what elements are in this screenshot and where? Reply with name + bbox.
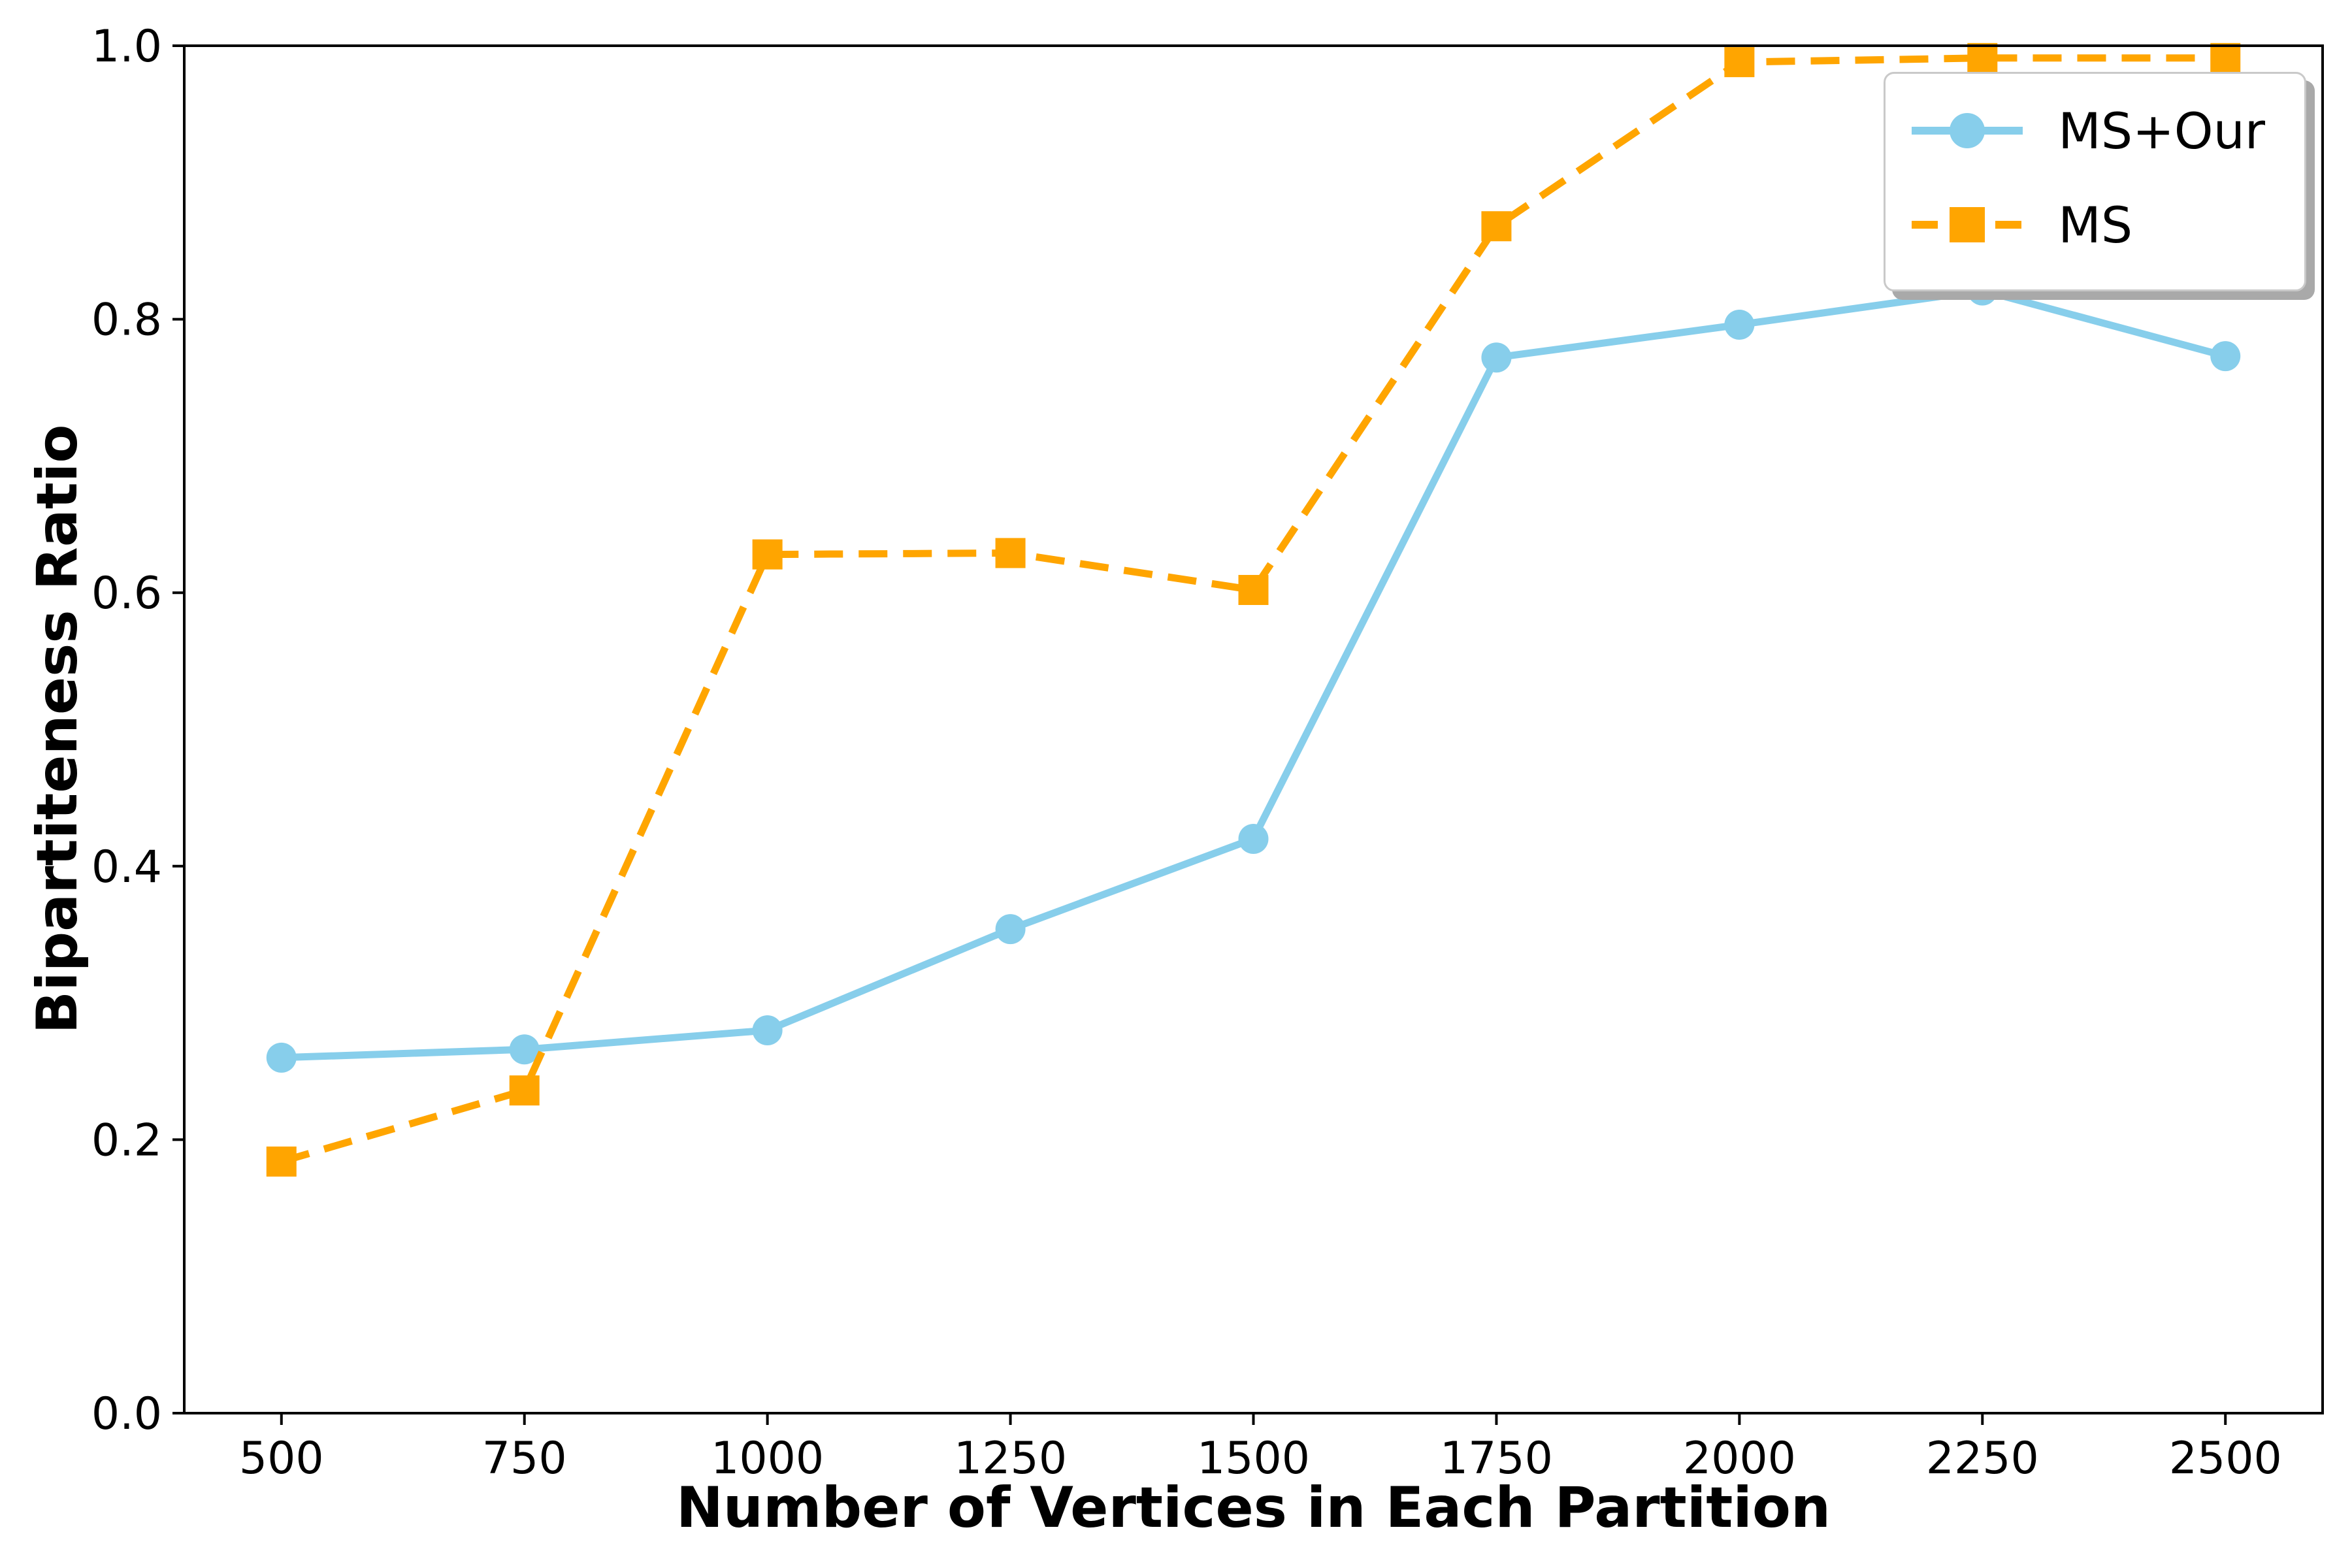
legend-entry-ms: MS [1909, 186, 2265, 263]
data-point-ms [1967, 42, 1998, 73]
y-tick-label: 0.2 [91, 1115, 162, 1166]
legend-sample-line-square-icon [1912, 207, 2023, 242]
series-ms-line [280, 54, 2226, 1166]
data-point-ms-our [995, 914, 1026, 945]
y-axis-label: Bipartiteness Ratio [25, 424, 90, 1034]
data-point-ms-our [1724, 309, 1755, 340]
data-point-ms-our [752, 1015, 783, 1045]
data-point-ms-our [509, 1034, 540, 1065]
x-axis-label: Number of Vertices in Each Partition [676, 1475, 1831, 1541]
data-point-ms [1481, 211, 1512, 242]
y-tick-label: 0.6 [91, 568, 162, 619]
data-point-ms-our [266, 1042, 297, 1073]
x-tick-label: 2000 [1683, 1433, 1796, 1484]
data-point-ms [1724, 47, 1755, 78]
data-point-ms [1238, 575, 1269, 606]
data-point-ms [752, 539, 783, 570]
x-tick-label: 750 [482, 1433, 567, 1484]
y-tick-label: 0.0 [91, 1388, 162, 1440]
x-tick-label: 1000 [711, 1433, 824, 1484]
data-point-ms [2210, 42, 2241, 73]
legend: MS+Our MS [1884, 72, 2306, 291]
x-tick-label: 1750 [1440, 1433, 1553, 1484]
data-point-ms-our [1238, 823, 1269, 854]
data-point-ms [509, 1075, 540, 1106]
x-tick-label: 1250 [954, 1433, 1067, 1484]
legend-sample-line-circle-icon [1912, 113, 2023, 148]
y-tick-label: 1.0 [91, 21, 162, 73]
data-point-ms [266, 1146, 297, 1177]
x-tick-label: 2500 [2169, 1433, 2282, 1484]
x-tick-label: 1500 [1197, 1433, 1310, 1484]
data-point-ms-our [1481, 342, 1512, 373]
legend-label-ms-our: MS+Our [2058, 101, 2265, 160]
data-point-ms-our [2210, 341, 2241, 372]
legend-label-ms: MS [2058, 195, 2133, 254]
x-tick-label: 500 [239, 1433, 324, 1484]
x-tick-label: 2250 [1926, 1433, 2039, 1484]
series-ms-our-line [281, 286, 2227, 1062]
y-tick-label: 0.8 [91, 295, 162, 346]
y-tick-label: 0.4 [91, 841, 162, 893]
data-point-ms [995, 538, 1026, 568]
legend-entry-ms-our: MS+Our [1909, 92, 2265, 169]
